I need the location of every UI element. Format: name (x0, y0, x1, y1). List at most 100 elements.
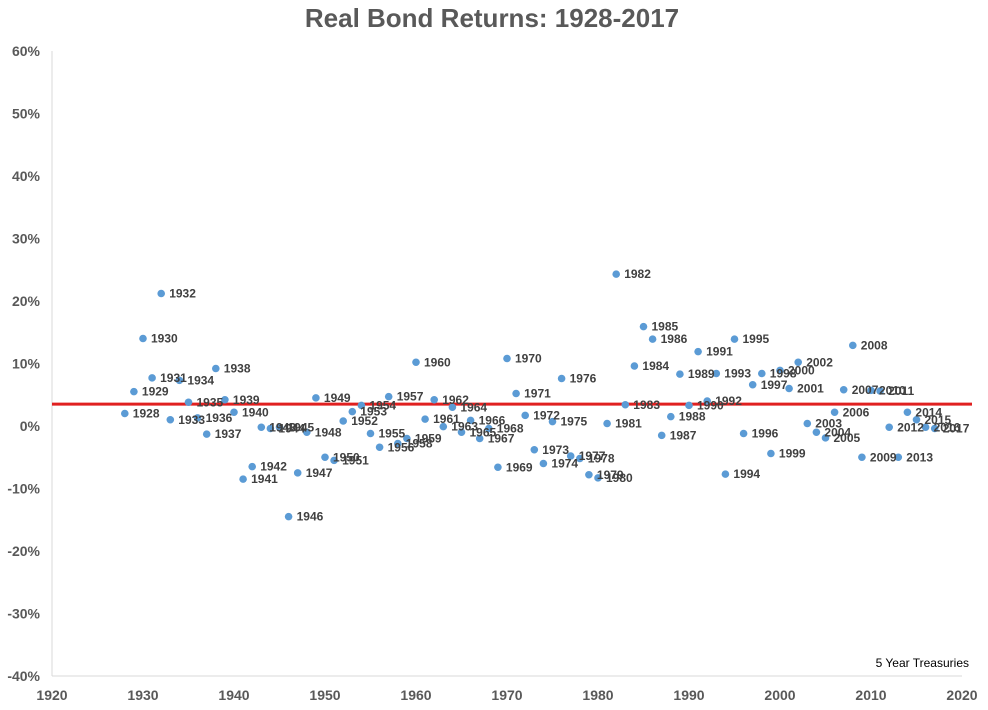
data-point (466, 416, 475, 425)
data-label: 1994 (733, 467, 760, 481)
data-point (776, 366, 784, 375)
data-point (803, 419, 812, 428)
data-point (758, 369, 766, 378)
data-label: 1957 (397, 390, 424, 404)
data-point (193, 414, 202, 422)
x-tick-label: 1970 (491, 687, 522, 703)
data-label: 1934 (187, 373, 214, 387)
data-label: 2014 (915, 405, 942, 419)
data-point (239, 475, 247, 483)
data-label: 1938 (224, 362, 251, 376)
y-tick-label: 50% (12, 106, 41, 122)
data-point (448, 403, 457, 412)
data-label: 2011 (888, 384, 914, 398)
x-tick-label: 1930 (127, 687, 158, 703)
data-label: 1950 (333, 450, 360, 464)
data-point (621, 400, 630, 409)
data-point (794, 358, 802, 367)
data-point (394, 439, 402, 448)
data-point (930, 424, 939, 433)
data-label: 2005 (834, 431, 861, 445)
data-point (121, 409, 129, 418)
data-point (166, 415, 175, 424)
data-label: 1954 (369, 398, 396, 412)
data-point (303, 428, 311, 437)
data-label: 1973 (542, 443, 569, 457)
data-label: 1930 (151, 332, 178, 346)
data-point (348, 407, 357, 416)
data-point (876, 387, 884, 395)
data-point (202, 430, 211, 438)
x-tick-label: 1940 (218, 687, 249, 703)
data-label: 1936 (206, 411, 233, 425)
data-point (703, 397, 711, 405)
y-tick-label: -40% (7, 668, 40, 684)
data-label: 1976 (570, 372, 597, 386)
data-point (384, 392, 393, 401)
data-point (821, 434, 830, 442)
data-point (475, 434, 484, 443)
data-label: 1974 (551, 457, 578, 471)
data-label: 1988 (679, 410, 706, 424)
data-label: 1983 (633, 398, 660, 412)
y-tick-label: 40% (12, 168, 41, 184)
data-label: 1948 (315, 425, 342, 439)
data-point (721, 470, 730, 478)
data-label: 2008 (861, 338, 888, 352)
data-label: 1995 (743, 332, 770, 346)
data-point (230, 408, 238, 417)
data-label: 1935 (197, 395, 224, 409)
data-label: 1945 (288, 420, 315, 434)
data-label: 1968 (497, 422, 524, 436)
chart-title: Real Bond Returns: 1928-2017 (305, 3, 679, 33)
data-point (221, 395, 229, 404)
data-label: 1992 (715, 394, 742, 408)
data-point (284, 512, 293, 521)
data-point (630, 362, 639, 370)
data-label: 1940 (242, 405, 269, 419)
data-label: 1980 (606, 471, 633, 485)
data-point (157, 289, 165, 298)
data-point (403, 434, 411, 443)
data-point (184, 398, 193, 407)
data-point (139, 334, 147, 343)
data-point (885, 423, 893, 432)
data-label: 1989 (688, 367, 715, 381)
data-label: 1997 (761, 378, 788, 392)
data-label: 1960 (424, 355, 451, 369)
data-point (130, 387, 138, 396)
data-point (612, 270, 620, 278)
data-label: 1970 (515, 352, 542, 366)
data-point (375, 443, 384, 452)
data-label: 2002 (806, 355, 833, 369)
data-label: 1962 (442, 393, 469, 407)
data-label: 2016 (934, 420, 961, 434)
data-label: 2012 (897, 420, 924, 434)
data-label: 1969 (506, 460, 533, 474)
data-label: 1964 (460, 400, 487, 414)
data-point (557, 374, 566, 383)
data-point (321, 453, 329, 462)
data-label: 1996 (752, 427, 779, 441)
data-point (530, 445, 539, 454)
data-point (485, 424, 493, 433)
data-label: 1965 (470, 425, 497, 439)
data-label: 1955 (379, 427, 406, 441)
data-point (785, 384, 793, 393)
data-point (521, 411, 529, 420)
tick-labels: -40% -30% -20% -10% 0% 10% 20% 30% 40% 50% 60% 1920… (7, 43, 977, 703)
data-point (667, 412, 675, 421)
data-point (830, 408, 839, 417)
data-label: 1975 (561, 415, 588, 429)
y-tick-label: 30% (12, 231, 41, 247)
data-label: 1963 (451, 420, 478, 434)
x-tick-label: 1980 (582, 687, 613, 703)
data-point (539, 459, 548, 468)
data-label: 1985 (652, 320, 679, 334)
y-tick-label: -30% (7, 606, 40, 622)
data-label: 1942 (260, 460, 287, 474)
x-tick-label: 2010 (855, 687, 886, 703)
data-label: 1928 (133, 407, 160, 421)
data-label: 1999 (779, 447, 806, 461)
data-label: 1952 (351, 414, 378, 428)
